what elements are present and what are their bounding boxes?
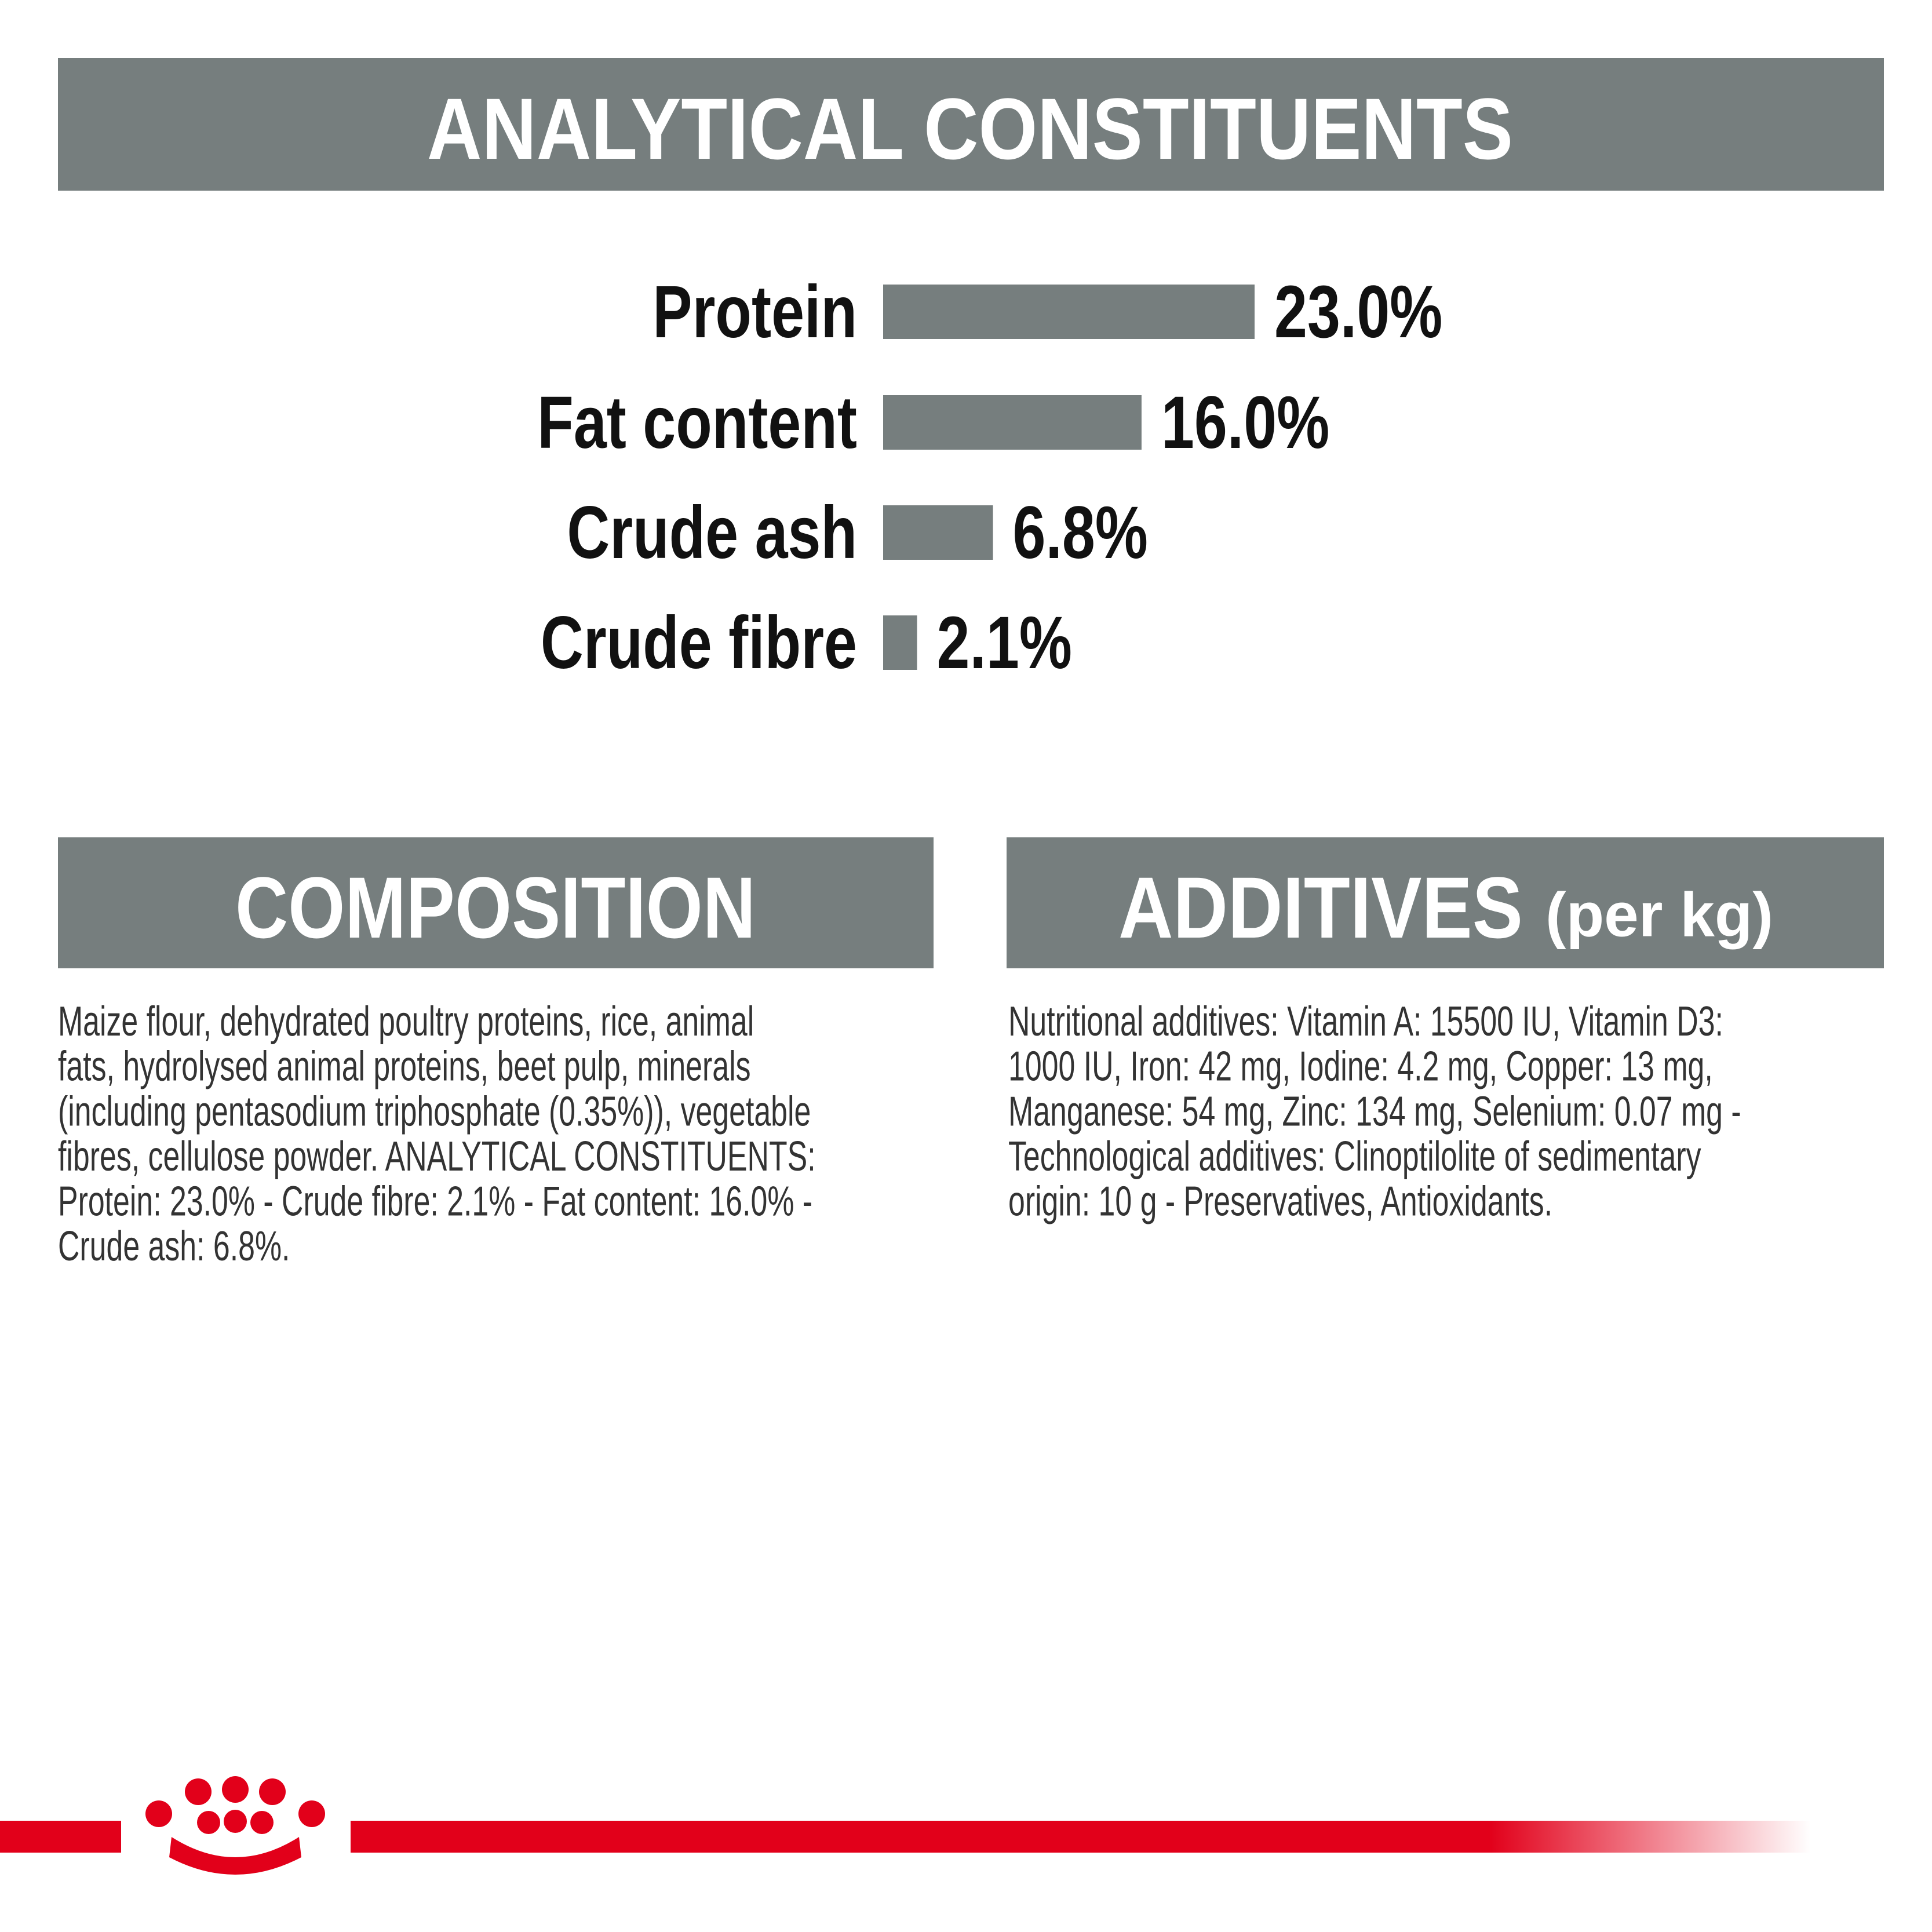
stripe-left bbox=[0, 1821, 121, 1853]
text-line: Nutritional additives: Vitamin A: 15500 … bbox=[1008, 998, 1723, 1045]
text-line: Maize flour, dehydrated poultry proteins… bbox=[58, 998, 754, 1045]
header-title: ANALYTICAL CONSTITUENTS bbox=[427, 80, 1513, 177]
additives-title-suffix: (per kg) bbox=[1545, 880, 1773, 950]
text-line: fibres, cellulose powder. ANALYTICAL CON… bbox=[58, 1133, 816, 1180]
stripe-right bbox=[351, 1821, 1811, 1853]
additives-band bbox=[1007, 837, 1884, 968]
text-line: Manganese: 54 mg, Zinc: 134 mg, Selenium… bbox=[1008, 1088, 1741, 1135]
category-label: Fat content bbox=[537, 381, 857, 464]
crown-logo bbox=[145, 1776, 325, 1875]
bar bbox=[883, 505, 993, 560]
composition-band bbox=[58, 837, 934, 968]
category-label: Protein bbox=[652, 270, 857, 353]
additives-text: Nutritional additives: Vitamin A: 15500 … bbox=[1008, 998, 1741, 1225]
value-label: 6.8% bbox=[1013, 491, 1148, 574]
category-label: Crude fibre bbox=[541, 601, 857, 684]
composition-title: COMPOSITION bbox=[235, 859, 756, 956]
text-line: origin: 10 g - Preservatives, Antioxidan… bbox=[1008, 1178, 1552, 1224]
brand-stripe bbox=[0, 1776, 1811, 1875]
value-label: 23.0% bbox=[1274, 270, 1442, 353]
bar bbox=[883, 285, 1255, 339]
text-line: Crude ash: 6.8%. bbox=[58, 1223, 290, 1270]
value-label: 2.1% bbox=[937, 601, 1072, 684]
text-line: 1000 IU, Iron: 42 mg, Iodine: 4.2 mg, Co… bbox=[1008, 1043, 1713, 1089]
category-label: Crude ash bbox=[567, 491, 857, 574]
additives-title: ADDITIVES bbox=[1118, 859, 1523, 956]
composition-text: Maize flour, dehydrated poultry proteins… bbox=[58, 998, 816, 1270]
value-label: 16.0% bbox=[1161, 381, 1329, 464]
text-line: Protein: 23.0% - Crude fibre: 2.1% - Fat… bbox=[58, 1178, 812, 1224]
header-band bbox=[58, 58, 1884, 191]
text-line: fats, hydrolysed animal proteins, beet p… bbox=[58, 1043, 751, 1089]
bar-chart: Protein 23.0% Fat content 16.0% Crude ash 6.8… bbox=[537, 270, 1442, 684]
bar bbox=[883, 395, 1142, 450]
text-line: (including pentasodium triphosphate (0.3… bbox=[58, 1088, 811, 1135]
bar bbox=[883, 615, 917, 670]
text-line: Technological additives: Clinoptilolite … bbox=[1008, 1133, 1701, 1180]
